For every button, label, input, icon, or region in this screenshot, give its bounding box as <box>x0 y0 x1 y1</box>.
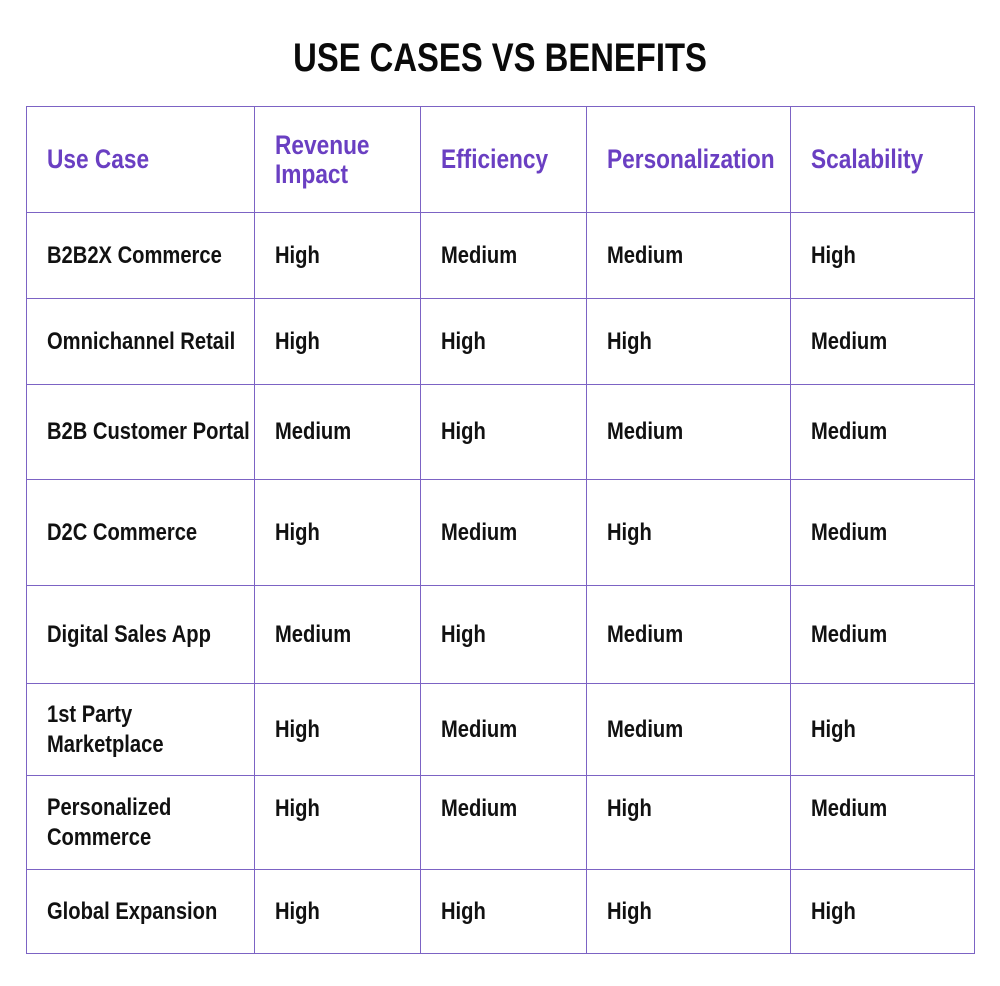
cell-revenue-impact: High <box>254 775 421 870</box>
cell-personalization: Medium <box>586 683 791 776</box>
cell-scalability: Medium <box>790 775 975 870</box>
cell-scalability: High <box>790 683 975 776</box>
cell-revenue-impact: High <box>254 212 421 299</box>
cell-use-case: B2B2X Commerce <box>26 212 255 299</box>
header-efficiency: Efficiency <box>420 106 587 213</box>
cell-personalization: Medium <box>586 384 791 480</box>
cell-efficiency: Medium <box>420 683 587 776</box>
cell-use-case: 1st Party Marketplace <box>26 683 255 776</box>
header-personalization: Personalization <box>586 106 791 213</box>
cell-efficiency: Medium <box>420 479 587 586</box>
cell-use-case: D2C Commerce <box>26 479 255 586</box>
cell-use-case: B2B Customer Portal <box>26 384 255 480</box>
cell-personalization: High <box>586 869 791 954</box>
page-title: USE CASES VS BENEFITS <box>293 36 707 80</box>
cell-use-case: Omnichannel Retail <box>26 298 255 385</box>
cell-revenue-impact: Medium <box>254 585 421 684</box>
cell-scalability: Medium <box>790 479 975 586</box>
use-cases-table: Use Case Revenue Impact Efficiency Perso… <box>26 106 975 954</box>
header-use-case: Use Case <box>26 106 255 213</box>
cell-revenue-impact: High <box>254 869 421 954</box>
table-row: D2C Commerce High Medium High Medium <box>26 479 975 586</box>
cell-efficiency: High <box>420 298 587 385</box>
header-revenue-impact: Revenue Impact <box>254 106 421 213</box>
cell-personalization: High <box>586 479 791 586</box>
table-row: Omnichannel Retail High High High Medium <box>26 298 975 385</box>
table-header-row: Use Case Revenue Impact Efficiency Perso… <box>26 106 975 213</box>
cell-scalability: Medium <box>790 384 975 480</box>
cell-efficiency: High <box>420 585 587 684</box>
cell-personalization: High <box>586 775 791 870</box>
cell-scalability: Medium <box>790 585 975 684</box>
cell-use-case: Personalized Commerce <box>26 775 255 870</box>
cell-revenue-impact: High <box>254 298 421 385</box>
cell-revenue-impact: High <box>254 683 421 776</box>
cell-efficiency: High <box>420 869 587 954</box>
header-scalability: Scalability <box>790 106 975 213</box>
cell-scalability: Medium <box>790 298 975 385</box>
table-row: B2B2X Commerce High Medium Medium High <box>26 212 975 299</box>
cell-use-case: Digital Sales App <box>26 585 255 684</box>
cell-efficiency: Medium <box>420 775 587 870</box>
cell-personalization: Medium <box>586 212 791 299</box>
cell-revenue-impact: Medium <box>254 384 421 480</box>
cell-personalization: High <box>586 298 791 385</box>
table-row: Digital Sales App Medium High Medium Med… <box>26 585 975 684</box>
cell-use-case: Global Expansion <box>26 869 255 954</box>
cell-revenue-impact: High <box>254 479 421 586</box>
cell-efficiency: High <box>420 384 587 480</box>
cell-efficiency: Medium <box>420 212 587 299</box>
table-row: B2B Customer Portal Medium High Medium M… <box>26 384 975 480</box>
cell-scalability: High <box>790 869 975 954</box>
table-row: 1st Party Marketplace High Medium Medium… <box>26 683 975 776</box>
cell-scalability: High <box>790 212 975 299</box>
cell-personalization: Medium <box>586 585 791 684</box>
table-row: Global Expansion High High High High <box>26 869 975 954</box>
table-row: Personalized Commerce High Medium High M… <box>26 775 975 870</box>
